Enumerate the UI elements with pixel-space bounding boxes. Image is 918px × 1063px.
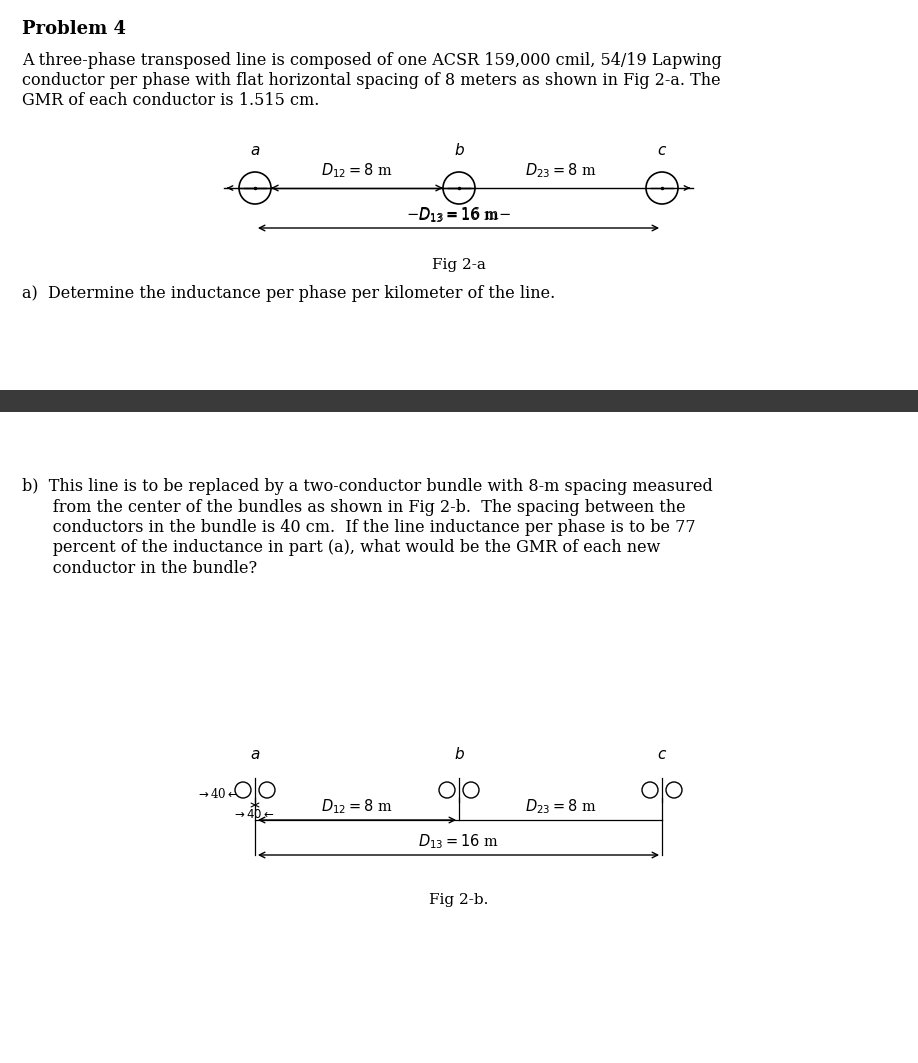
Text: from the center of the bundles as shown in Fig 2-b.  The spacing between the: from the center of the bundles as shown … <box>22 499 686 516</box>
Text: a)  Determine the inductance per phase per kilometer of the line.: a) Determine the inductance per phase pe… <box>22 285 555 302</box>
Text: conductors in the bundle is 40 cm.  If the line inductance per phase is to be 77: conductors in the bundle is 40 cm. If th… <box>22 519 696 536</box>
Text: $c$: $c$ <box>657 748 667 762</box>
Text: b)  This line is to be replaced by a two-conductor bundle with 8-m spacing measu: b) This line is to be replaced by a two-… <box>22 478 712 495</box>
Text: $-D_{13} = 16$ m$-$: $-D_{13} = 16$ m$-$ <box>406 205 511 224</box>
Text: Fig 2-a: Fig 2-a <box>431 258 486 272</box>
Text: $b$: $b$ <box>453 746 465 762</box>
Text: percent of the inductance in part (a), what would be the GMR of each new: percent of the inductance in part (a), w… <box>22 540 660 557</box>
Text: $D_{12} = 8$ m: $D_{12} = 8$ m <box>321 162 393 180</box>
Text: GMR of each conductor is 1.515 cm.: GMR of each conductor is 1.515 cm. <box>22 92 319 109</box>
Text: Problem 4: Problem 4 <box>22 20 126 38</box>
Text: Fig 2-b.: Fig 2-b. <box>429 893 488 907</box>
Bar <box>0 390 918 412</box>
Text: $\rightarrow 40 \leftarrow$: $\rightarrow 40 \leftarrow$ <box>231 808 274 821</box>
Text: conductor in the bundle?: conductor in the bundle? <box>22 560 257 577</box>
Text: $\rightarrow$40$\leftarrow$: $\rightarrow$40$\leftarrow$ <box>196 787 239 802</box>
Text: $a$: $a$ <box>250 144 260 158</box>
Text: $D_{23} = 8$ m: $D_{23} = 8$ m <box>524 162 597 180</box>
Text: $D_{12} = 8$ m: $D_{12} = 8$ m <box>321 797 393 816</box>
Text: $D_{23} = 8$ m: $D_{23} = 8$ m <box>524 797 597 816</box>
Text: $c$: $c$ <box>657 144 667 158</box>
Text: $b$: $b$ <box>453 142 465 158</box>
Text: $a$: $a$ <box>250 748 260 762</box>
Text: conductor per phase with flat horizontal spacing of 8 meters as shown in Fig 2-a: conductor per phase with flat horizontal… <box>22 72 721 89</box>
Text: $D_{13} = 16$ m: $D_{13} = 16$ m <box>418 206 499 225</box>
Text: $D_{13} = 16$ m: $D_{13} = 16$ m <box>418 832 499 851</box>
Text: A three-phase transposed line is composed of one ACSR 159,000 cmil, 54/19 Lapwin: A three-phase transposed line is compose… <box>22 52 722 69</box>
